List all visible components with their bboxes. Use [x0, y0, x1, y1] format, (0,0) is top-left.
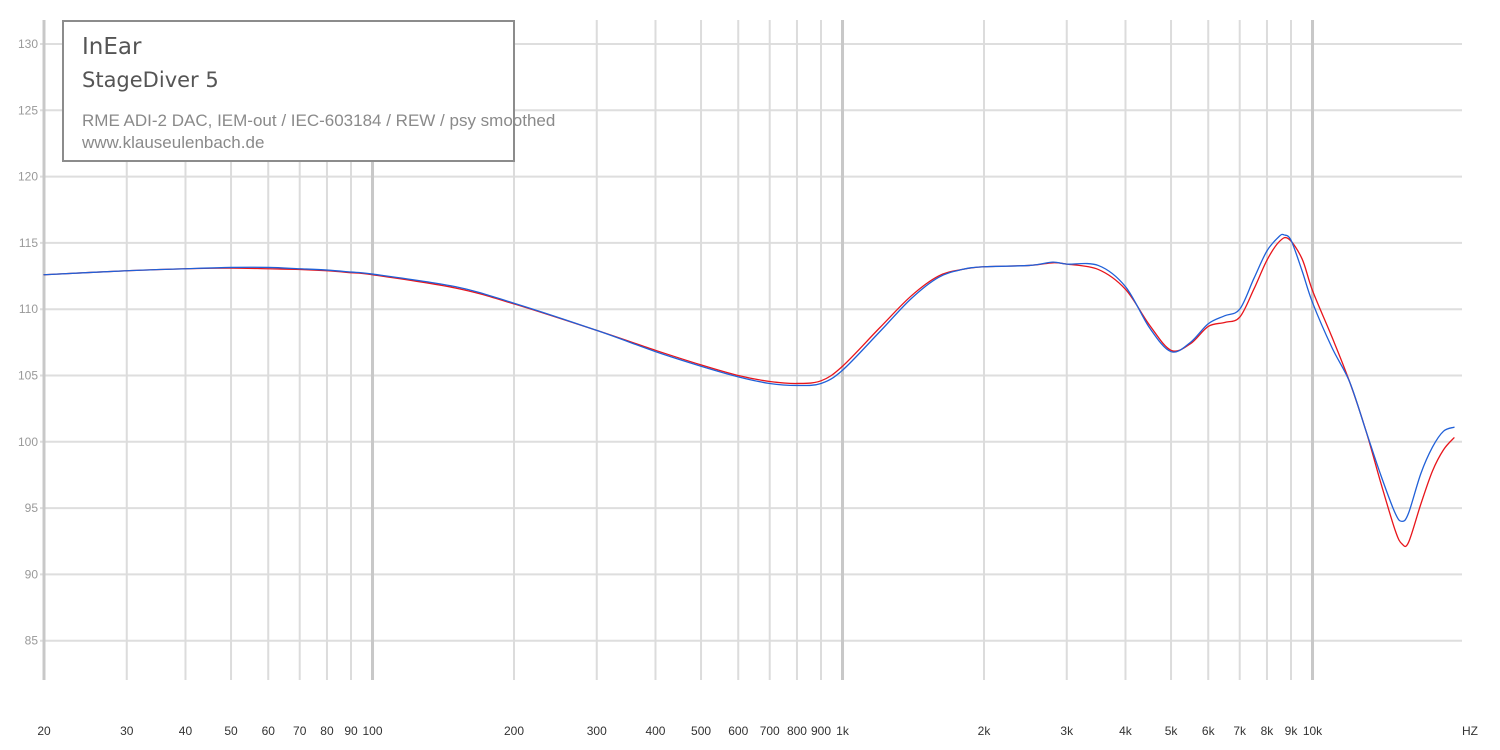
x-tick-label: 4k: [1119, 724, 1133, 738]
x-tick-label: 50: [224, 724, 238, 738]
x-tick-label: 6k: [1202, 724, 1216, 738]
y-tick-labels: 85 90 95 100 105 110 115 120 125 130: [18, 37, 38, 648]
legend-rig: RME ADI-2 DAC, IEM-out / IEC-603184 / RE…: [82, 111, 556, 130]
y-tick-label: 125: [18, 103, 38, 117]
y-tick-label: 120: [18, 170, 38, 184]
x-tick-label: 8k: [1261, 724, 1275, 738]
x-unit-label: HZ: [1462, 724, 1478, 738]
x-tick-label: 900: [811, 724, 831, 738]
y-tick-label: 115: [19, 236, 38, 250]
series-lines: [43, 233, 1455, 548]
x-tick-label: 7k: [1233, 724, 1247, 738]
y-tick-label: 110: [19, 302, 38, 316]
x-tick-label: 600: [728, 724, 748, 738]
x-tick-label: 2k: [978, 724, 992, 738]
x-tick-label: 1k: [836, 724, 850, 738]
legend-url: www.klauseulenbach.de: [82, 133, 265, 152]
x-tick-label: 500: [691, 724, 711, 738]
x-tick-label: 40: [179, 724, 193, 738]
y-tick-label: 95: [25, 501, 39, 515]
x-tick-label: 9k: [1285, 724, 1299, 738]
series-line-2: [43, 233, 1455, 523]
x-tick-label: 70: [293, 724, 307, 738]
x-tick-label: 300: [587, 724, 607, 738]
legend-title: InEar: [82, 34, 142, 60]
legend-model: StageDiver 5: [82, 68, 219, 92]
x-tick-label: 200: [504, 724, 524, 738]
x-tick-label: 80: [320, 724, 334, 738]
x-tick-label: 800: [787, 724, 807, 738]
x-tick-label: 60: [262, 724, 276, 738]
y-tick-label: 85: [25, 634, 39, 648]
x-tick-labels: 20 30 40 50 60 70 80 90 100 200 300 400 500 600 700 800…: [37, 724, 1323, 738]
y-tick-label: 90: [25, 567, 39, 581]
x-tick-label: 700: [760, 724, 780, 738]
x-tick-label: 100: [363, 724, 383, 738]
x-tick-label: 3k: [1060, 724, 1074, 738]
x-tick-label: 90: [344, 724, 358, 738]
x-tick-label: 30: [120, 724, 134, 738]
x-tick-label: 400: [645, 724, 665, 738]
legend-box: InEar StageDiver 5 RME ADI-2 DAC, IEM-ou…: [62, 20, 555, 162]
y-tick-label: 130: [18, 37, 38, 51]
x-tick-label: 20: [37, 724, 51, 738]
series-line-1: [43, 236, 1455, 548]
x-tick-label: 5k: [1165, 724, 1179, 738]
y-tick-label: 105: [18, 369, 38, 383]
y-tick-label: 100: [18, 435, 38, 449]
x-tick-label: 10k: [1303, 724, 1323, 738]
